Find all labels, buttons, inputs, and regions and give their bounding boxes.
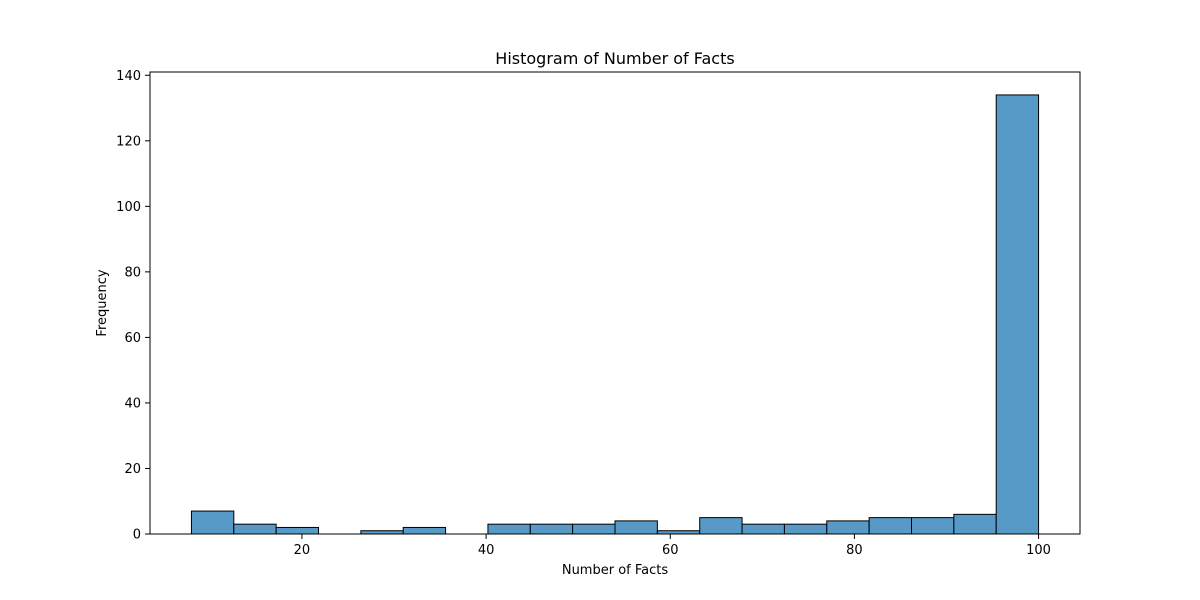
y-tick-label: 100 bbox=[116, 200, 141, 215]
y-axis-label: Frequency bbox=[95, 269, 110, 336]
x-tick-label: 20 bbox=[294, 543, 311, 558]
plot-frame bbox=[149, 71, 1081, 535]
histogram-bar bbox=[826, 520, 870, 535]
histogram-bar bbox=[233, 523, 277, 535]
histogram-bar bbox=[953, 513, 997, 535]
histogram-bar bbox=[572, 523, 616, 535]
y-axis-ticks: 0 20 40 60 80 100 120 140 bbox=[116, 69, 150, 543]
histogram-bar bbox=[911, 517, 955, 535]
y-tick-label: 60 bbox=[124, 331, 141, 346]
histogram-bar bbox=[868, 517, 913, 535]
x-tick-label: 60 bbox=[662, 543, 679, 558]
x-axis-label: Number of Facts bbox=[562, 563, 669, 578]
histogram-bar bbox=[614, 520, 658, 535]
histogram-bar bbox=[487, 523, 531, 535]
y-tick-label: 140 bbox=[116, 69, 141, 84]
chart-title: Histogram of Number of Facts bbox=[495, 49, 734, 68]
x-tick-label: 100 bbox=[1026, 543, 1051, 558]
histogram-bar bbox=[699, 517, 743, 535]
x-axis-ticks: 20 40 60 80 100 bbox=[294, 534, 1051, 558]
histogram-bar bbox=[529, 523, 574, 535]
x-tick-label: 40 bbox=[478, 543, 495, 558]
histogram-bar bbox=[995, 94, 1040, 535]
bars-layer bbox=[190, 94, 1040, 535]
y-tick-label: 20 bbox=[124, 462, 141, 477]
y-tick-label: 120 bbox=[116, 134, 141, 149]
y-tick-label: 80 bbox=[124, 265, 141, 280]
y-tick-label: 40 bbox=[124, 396, 141, 411]
histogram-bar bbox=[402, 526, 447, 535]
histogram-bar bbox=[190, 510, 235, 535]
x-tick-label: 80 bbox=[846, 543, 863, 558]
y-tick-label: 0 bbox=[133, 528, 141, 543]
histogram-bar bbox=[783, 523, 828, 535]
histogram-bar bbox=[741, 523, 785, 535]
histogram-bar bbox=[275, 526, 320, 535]
